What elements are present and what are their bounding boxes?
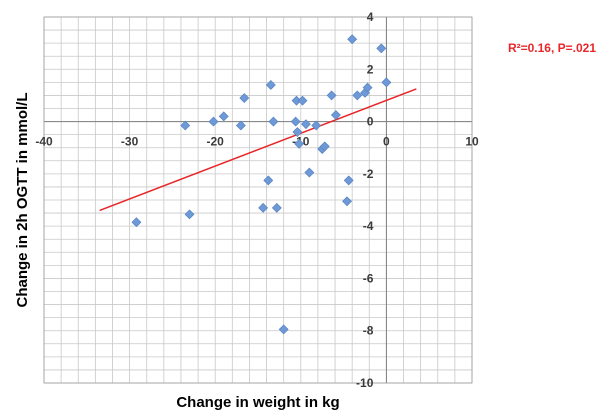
data-point <box>301 119 311 130</box>
y-tick-label: -10 <box>356 376 374 390</box>
data-point <box>263 175 274 186</box>
data-point <box>343 175 354 186</box>
data-point <box>347 34 358 45</box>
data-point <box>362 82 373 93</box>
data-point <box>326 90 337 101</box>
r-squared-annotation: R²=0.16, P=.021 <box>508 41 596 55</box>
data-point <box>258 202 269 213</box>
y-axis-title: Change in 2h OGTT in mmol/L <box>14 92 31 307</box>
data-point <box>180 120 191 131</box>
data-point <box>268 116 279 127</box>
y-tick-label: 4 <box>367 10 374 24</box>
data-point <box>294 138 305 149</box>
data-point <box>304 167 315 178</box>
data-point <box>376 43 387 54</box>
data-point <box>290 116 301 127</box>
data-point <box>319 141 330 152</box>
data-point <box>208 116 219 127</box>
y-tick-label: 2 <box>367 62 374 76</box>
x-tick-label: -30 <box>121 135 139 149</box>
data-point <box>311 120 322 131</box>
x-tick-label: -20 <box>207 135 225 149</box>
x-axis-title: Change in weight in kg <box>176 394 339 411</box>
data-point <box>131 217 142 228</box>
data-point <box>278 324 289 335</box>
data-point <box>218 111 229 122</box>
data-point <box>271 202 282 213</box>
data-point <box>184 209 195 220</box>
gridlines <box>43 16 473 384</box>
data-point <box>235 120 246 131</box>
data-point <box>352 90 363 101</box>
data-point <box>330 110 341 120</box>
y-tick-label: -2 <box>363 167 374 181</box>
y-tick-label: -8 <box>363 324 374 338</box>
trendline <box>99 88 417 212</box>
data-point <box>265 80 276 90</box>
data-point <box>292 127 303 137</box>
plot-border <box>43 16 473 384</box>
data-point <box>297 95 308 106</box>
data-points <box>131 34 392 335</box>
y-tick-label: -4 <box>363 219 374 233</box>
x-tick-label: 10 <box>465 135 479 149</box>
tick-labels: -40-30-20-10010420-2-4-6-8-10 <box>35 10 479 390</box>
data-point <box>381 77 392 88</box>
data-point <box>342 196 352 207</box>
x-tick-label: -40 <box>35 135 53 149</box>
x-tick-label: 0 <box>383 135 390 149</box>
y-tick-label: -6 <box>363 271 374 285</box>
data-point <box>239 93 250 103</box>
y-tick-label: 0 <box>367 115 374 129</box>
